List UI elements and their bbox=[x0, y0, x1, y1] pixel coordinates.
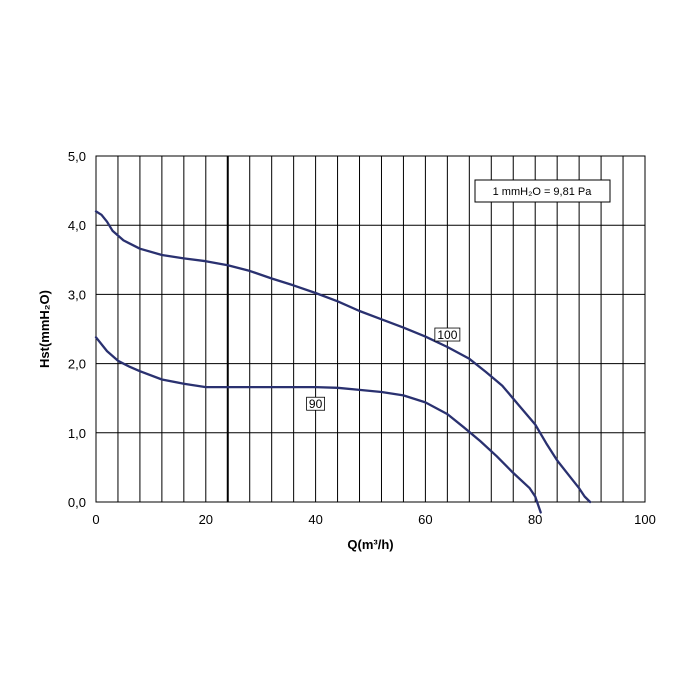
curve-label-box bbox=[306, 396, 326, 411]
series-layer bbox=[94, 210, 592, 514]
y-tick-label: 5,0 bbox=[68, 149, 86, 164]
ticks-layer: 0 20 40 60 80 100 0,0 1,0 2,0 3,0 4,0 5,0 bbox=[68, 149, 656, 527]
unit-note: 1 mmH₂O = 9,81 Pa bbox=[474, 179, 611, 203]
plot-frame bbox=[95, 155, 646, 503]
curve-label-100: 100 bbox=[437, 328, 457, 342]
y-axis-label: Hst(mmH₂O) bbox=[37, 290, 52, 368]
x-tick-label: 60 bbox=[418, 512, 432, 527]
curve-label-90: 90 bbox=[309, 397, 323, 411]
unit-note-text: 1 mmH₂O = 9,81 Pa bbox=[493, 186, 593, 198]
y-tick-label: 2,0 bbox=[68, 357, 86, 372]
curve-label-box bbox=[434, 327, 461, 342]
series-line-100 bbox=[94, 210, 592, 504]
series-line-90 bbox=[94, 336, 542, 514]
unit-note-box bbox=[474, 179, 611, 203]
y-tick-label: 0,0 bbox=[68, 495, 86, 510]
x-axis-label: Q(m³/h) bbox=[347, 537, 393, 552]
y-tick-label: 3,0 bbox=[68, 287, 86, 302]
x-tick-label: 80 bbox=[528, 512, 542, 527]
x-tick-label: 20 bbox=[199, 512, 213, 527]
y-tick-label: 1,0 bbox=[68, 426, 86, 441]
labels-layer: 100 90 bbox=[306, 327, 461, 411]
x-tick-label: 40 bbox=[308, 512, 322, 527]
x-tick-label: 100 bbox=[634, 512, 656, 527]
grid-layer bbox=[96, 156, 645, 502]
y-tick-label: 4,0 bbox=[68, 218, 86, 233]
x-tick-label: 0 bbox=[92, 512, 99, 527]
